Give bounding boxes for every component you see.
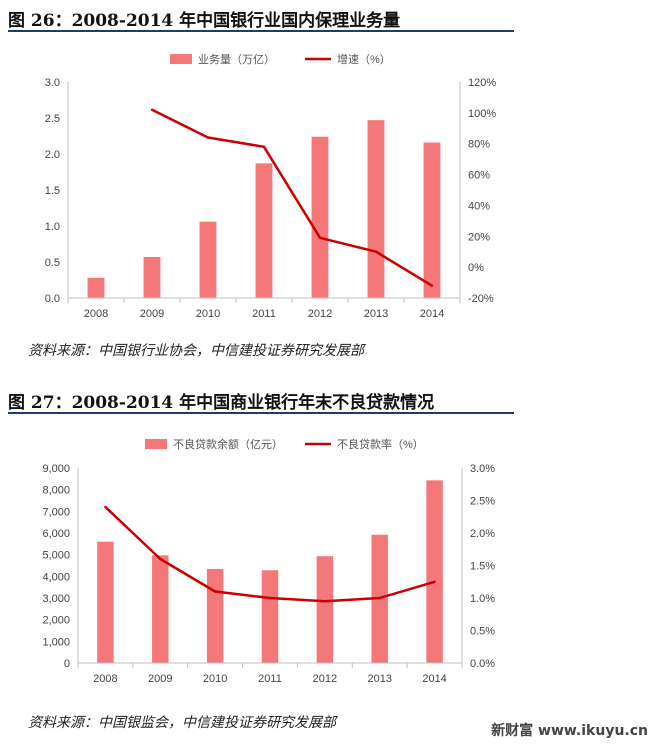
y-left-tick-label: 3,000 — [42, 593, 70, 605]
y-right-tick-label: -20% — [468, 293, 494, 305]
y-left-tick-label: 1,000 — [42, 636, 70, 648]
bar — [143, 256, 161, 298]
y-right-tick-label: 0.5% — [470, 626, 495, 638]
y-right-tick-label: 120% — [468, 77, 496, 89]
y-left-tick-label: 4,000 — [42, 571, 70, 583]
y-left-tick-label: 0 — [64, 658, 70, 670]
x-tick-label: 2008 — [84, 308, 108, 320]
title-rule-26 — [8, 30, 514, 32]
legend-label-bar: 业务量（万亿） — [198, 53, 275, 66]
y-left-tick-label: 3.0 — [45, 77, 60, 89]
source-note-27: 资料来源：中国银监会，中信建投证券研究发展部 — [28, 715, 336, 731]
x-tick-label: 2014 — [420, 308, 444, 320]
bar — [87, 277, 105, 298]
x-tick-label: 2012 — [313, 673, 337, 685]
line-point — [150, 108, 154, 111]
y-left-tick-label: 8,000 — [42, 485, 70, 497]
bar — [152, 555, 169, 663]
line-point — [268, 596, 272, 600]
chart-factoring-volume: 业务量（万亿） 增速（%） 0.0 0.5 1.0 1.5 2.0 2.5 3.0 -20% 0% 2… — [45, 52, 497, 320]
series-line — [151, 108, 433, 287]
bar — [206, 568, 224, 663]
bar — [316, 556, 334, 663]
y-left-tick-label: 6,000 — [42, 528, 70, 540]
legend-swatch-bar — [145, 439, 167, 449]
y-left-tick-label: 2,000 — [42, 615, 70, 627]
legend-label-line: 增速（%） — [337, 52, 391, 66]
bar — [199, 221, 217, 298]
line-point — [374, 250, 378, 253]
y-left-tick-label: 9,000 — [42, 463, 70, 475]
line-point — [318, 236, 322, 240]
x-tick-label: 2013 — [367, 673, 391, 685]
bar — [261, 570, 279, 663]
figure-title-27: 图 27：2008-2014 年中国商业银行年末不良贷款情况 — [8, 393, 435, 413]
y-right-tick-label: 100% — [468, 108, 496, 120]
y-left-tick-label: 2.0 — [45, 149, 60, 161]
line-point — [378, 596, 381, 600]
x-tick-label: 2014 — [422, 673, 446, 685]
bar — [426, 480, 443, 663]
y-right-tick-label: 40% — [468, 200, 490, 212]
line-point — [213, 590, 217, 593]
legend-swatch-bar — [170, 54, 192, 64]
watermark: 新财富 www.ikuyu.cn — [491, 723, 648, 739]
y-left-tick-label: 5,000 — [42, 550, 70, 562]
y-right-tick-label: 0.0% — [470, 658, 495, 670]
y-left-tick-label: 1.0 — [45, 221, 60, 233]
x-tick-label: 2011 — [258, 673, 282, 685]
bar — [255, 163, 273, 298]
y-right-tick-label: 20% — [468, 231, 490, 243]
y-left-tick-label: 0.5 — [45, 257, 60, 269]
bar — [367, 120, 385, 298]
y-right-tick-label: 1.5% — [470, 561, 495, 573]
line-point — [159, 557, 162, 561]
y-left-tick-label: 7,000 — [42, 506, 70, 518]
line-point — [262, 145, 266, 148]
line-point — [433, 580, 436, 583]
x-tick-label: 2009 — [140, 308, 164, 320]
y-right-tick-label: 80% — [468, 139, 490, 151]
title-rule-27 — [8, 412, 514, 414]
line-point — [104, 505, 107, 509]
legend-label-bar: 不良贷款余额（亿元） — [173, 437, 283, 451]
x-tick-label: 2009 — [148, 673, 172, 685]
y-left-tick-label: 0.0 — [45, 293, 60, 305]
y-right-tick-label: 2.5% — [470, 496, 495, 508]
y-right-tick-label: 1.0% — [470, 593, 495, 605]
bar — [311, 136, 329, 298]
y-left-tick-label: 2.5 — [45, 113, 60, 125]
x-tick-label: 2008 — [93, 673, 117, 685]
x-tick-label: 2010 — [196, 308, 220, 320]
y-right-tick-label: 60% — [468, 170, 490, 182]
x-tick-label: 2012 — [308, 308, 332, 320]
x-tick-label: 2010 — [203, 673, 227, 685]
figure-title-26: 图 26：2008-2014 年中国银行业国内保理业务量 — [8, 11, 401, 31]
bar — [423, 142, 441, 298]
x-tick-label: 2013 — [364, 308, 388, 320]
chart-nonperforming-loans: 不良贷款余额（亿元） 不良贷款率（%） 0 1,000 2,000 3,000 4,000 5… — [42, 437, 495, 685]
bar — [97, 541, 114, 663]
source-note-26: 资料来源：中国银行业协会，中信建投证券研究发展部 — [28, 343, 364, 359]
legend-label-line: 不良贷款率（%） — [337, 437, 424, 451]
y-right-tick-label: 2.0% — [470, 528, 495, 540]
y-left-tick-label: 1.5 — [45, 185, 60, 197]
line-point — [206, 136, 210, 139]
y-right-tick-label: 0% — [468, 262, 484, 274]
x-tick-label: 2011 — [252, 308, 276, 320]
line-point — [430, 284, 434, 287]
y-right-tick-label: 3.0% — [470, 463, 495, 475]
line-point — [323, 600, 327, 603]
